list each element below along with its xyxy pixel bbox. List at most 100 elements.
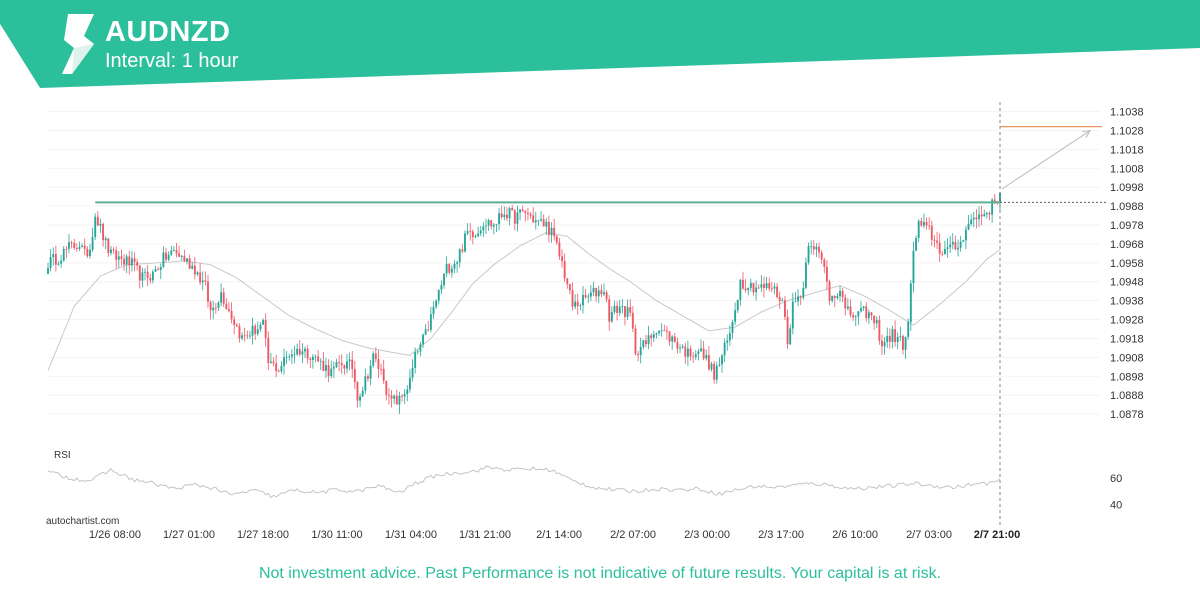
candle <box>566 278 569 289</box>
candle-body <box>62 248 65 261</box>
candle-body <box>883 341 886 347</box>
candle-body <box>290 354 293 357</box>
candle <box>702 341 705 361</box>
candle <box>196 271 199 277</box>
candle <box>941 250 944 257</box>
candle-body <box>736 299 739 311</box>
candle-body <box>521 209 524 212</box>
candle <box>983 209 986 217</box>
candle <box>957 239 959 257</box>
candle-body <box>123 258 125 265</box>
candle <box>959 235 962 252</box>
candle-body <box>553 227 556 237</box>
candle-body <box>574 301 577 307</box>
candle-body <box>369 365 372 379</box>
candle <box>254 323 257 340</box>
candle-body <box>938 242 941 254</box>
x-tick-label: 2/1 14:00 <box>536 529 582 541</box>
candle <box>293 345 296 364</box>
candle <box>262 318 264 325</box>
candle-body <box>212 307 215 311</box>
candle-body <box>149 277 152 281</box>
candle-body <box>340 363 343 366</box>
candle <box>290 349 293 365</box>
x-tick-label: 1/31 21:00 <box>459 529 511 541</box>
candle <box>831 295 834 303</box>
candle-body <box>68 242 70 249</box>
candle <box>228 302 230 313</box>
candle-body <box>186 258 188 262</box>
candle-body <box>755 287 758 293</box>
candle <box>812 239 815 256</box>
moving-average-line <box>47 232 1001 371</box>
candle <box>359 393 362 407</box>
candle-body <box>778 297 781 302</box>
candle-body <box>867 312 870 319</box>
candle <box>964 225 967 250</box>
x-tick-label: 1/31 04:00 <box>385 529 437 541</box>
candle <box>306 345 309 364</box>
candle <box>424 323 427 336</box>
candle-body <box>408 377 411 390</box>
axes-layer: 1.1038 1.1028 1.1018 1.1008 1.0998 1.0988 1.09… <box>89 107 1144 541</box>
candle-body <box>136 262 139 266</box>
candle-body <box>902 336 904 350</box>
candle <box>414 347 417 374</box>
candle <box>886 327 889 348</box>
candle-body <box>896 337 899 343</box>
candle <box>369 359 372 386</box>
candle <box>125 254 128 274</box>
candle <box>645 334 647 348</box>
candle <box>786 309 789 349</box>
candle-body <box>385 380 388 395</box>
candle-body <box>183 255 186 262</box>
candle <box>474 234 477 239</box>
candle <box>272 357 275 367</box>
candle <box>332 361 335 379</box>
candle-body <box>799 296 802 298</box>
candle-body <box>991 199 994 215</box>
candle <box>760 275 763 292</box>
candle <box>873 315 876 330</box>
candle-body <box>540 219 542 221</box>
candle <box>776 282 779 299</box>
candle-body <box>193 265 196 275</box>
candle <box>694 350 697 361</box>
candle-body <box>429 314 432 330</box>
candle <box>686 340 689 366</box>
candle-body <box>702 348 705 359</box>
candle-body <box>204 280 207 282</box>
candle <box>267 331 270 371</box>
candle <box>818 242 820 258</box>
candle-body <box>130 258 133 266</box>
candle <box>763 276 765 298</box>
candle <box>697 348 700 361</box>
candle-body <box>584 295 587 298</box>
candle-body <box>831 295 834 301</box>
candle-body <box>401 395 403 397</box>
interval-label: Interval: 1 hour <box>105 50 239 72</box>
candle-body <box>332 366 335 369</box>
candle-body <box>957 247 959 250</box>
candle-body <box>235 324 238 327</box>
candle <box>309 357 312 368</box>
candle <box>186 257 188 265</box>
candle <box>251 317 254 345</box>
candle-body <box>689 348 692 357</box>
candle-body <box>466 231 469 234</box>
candle <box>464 230 466 253</box>
candle-body <box>214 307 217 309</box>
candle <box>841 288 844 303</box>
candle-body <box>246 335 249 337</box>
candle <box>298 340 301 357</box>
candle-body <box>500 213 503 218</box>
candle <box>107 238 110 257</box>
candle-body <box>684 346 687 357</box>
candle <box>445 256 448 277</box>
candle <box>343 364 346 375</box>
candle <box>676 337 679 354</box>
candle <box>109 246 112 256</box>
candle-body <box>555 236 558 243</box>
candle-body <box>846 306 849 309</box>
candle-body <box>361 390 364 397</box>
